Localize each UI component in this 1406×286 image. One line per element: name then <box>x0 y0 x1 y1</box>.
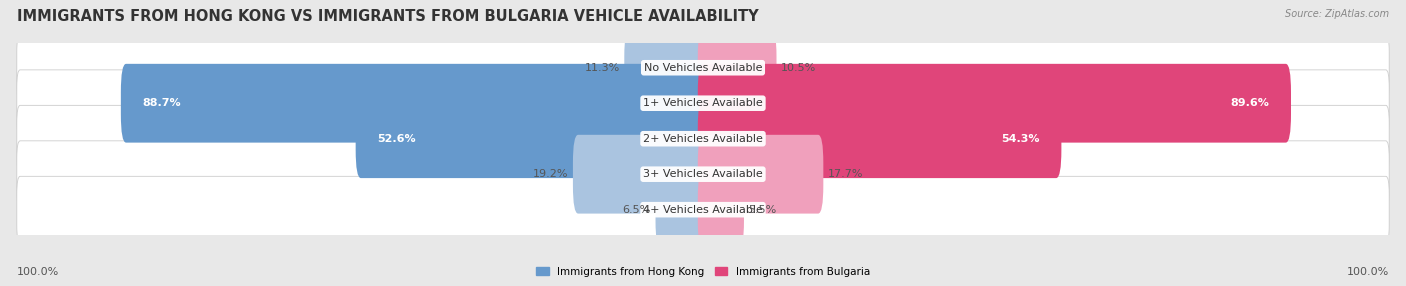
Text: IMMIGRANTS FROM HONG KONG VS IMMIGRANTS FROM BULGARIA VEHICLE AVAILABILITY: IMMIGRANTS FROM HONG KONG VS IMMIGRANTS … <box>17 9 758 23</box>
Text: Source: ZipAtlas.com: Source: ZipAtlas.com <box>1285 9 1389 19</box>
FancyBboxPatch shape <box>17 176 1389 243</box>
FancyBboxPatch shape <box>697 135 824 214</box>
Text: 100.0%: 100.0% <box>17 267 59 277</box>
Text: No Vehicles Available: No Vehicles Available <box>644 63 762 73</box>
Text: 89.6%: 89.6% <box>1230 98 1270 108</box>
FancyBboxPatch shape <box>624 28 709 107</box>
Text: 1+ Vehicles Available: 1+ Vehicles Available <box>643 98 763 108</box>
Text: 4+ Vehicles Available: 4+ Vehicles Available <box>643 205 763 215</box>
FancyBboxPatch shape <box>572 135 709 214</box>
Text: 2+ Vehicles Available: 2+ Vehicles Available <box>643 134 763 144</box>
FancyBboxPatch shape <box>697 64 1291 143</box>
FancyBboxPatch shape <box>356 99 709 178</box>
FancyBboxPatch shape <box>655 170 709 249</box>
Text: 52.6%: 52.6% <box>377 134 416 144</box>
Text: 10.5%: 10.5% <box>782 63 817 73</box>
Text: 100.0%: 100.0% <box>1347 267 1389 277</box>
FancyBboxPatch shape <box>697 170 744 249</box>
Text: 19.2%: 19.2% <box>533 169 568 179</box>
FancyBboxPatch shape <box>17 70 1389 137</box>
Text: 5.5%: 5.5% <box>748 205 776 215</box>
Text: 17.7%: 17.7% <box>828 169 863 179</box>
Text: 11.3%: 11.3% <box>585 63 620 73</box>
FancyBboxPatch shape <box>121 64 709 143</box>
Legend: Immigrants from Hong Kong, Immigrants from Bulgaria: Immigrants from Hong Kong, Immigrants fr… <box>531 263 875 281</box>
Text: 6.5%: 6.5% <box>623 205 651 215</box>
FancyBboxPatch shape <box>17 34 1389 101</box>
FancyBboxPatch shape <box>697 99 1062 178</box>
FancyBboxPatch shape <box>17 105 1389 172</box>
Text: 54.3%: 54.3% <box>1001 134 1040 144</box>
Text: 3+ Vehicles Available: 3+ Vehicles Available <box>643 169 763 179</box>
FancyBboxPatch shape <box>17 141 1389 208</box>
FancyBboxPatch shape <box>697 28 776 107</box>
Text: 88.7%: 88.7% <box>142 98 181 108</box>
